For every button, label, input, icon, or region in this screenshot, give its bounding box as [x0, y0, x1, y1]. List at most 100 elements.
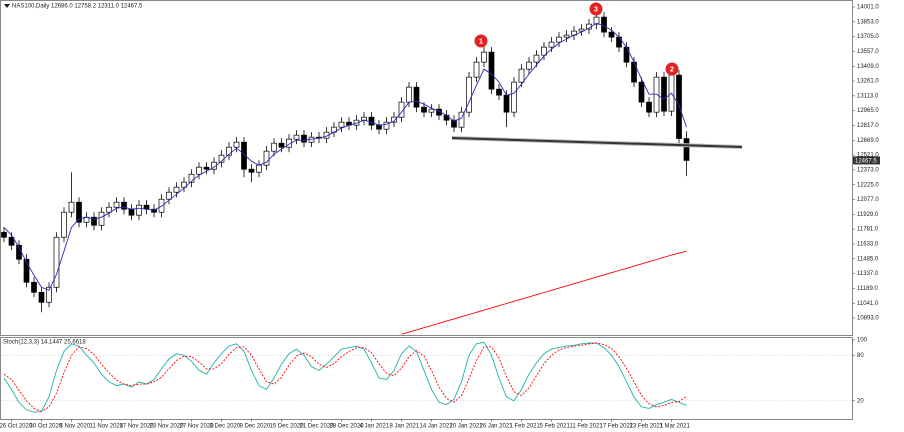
x-tick-label: 14 Jan 2021	[420, 424, 454, 430]
x-tick-label: 26 Oct 2020	[0, 424, 33, 430]
y-tick-label: 12077.0	[857, 197, 879, 203]
candle-body	[608, 31, 615, 38]
candle-body	[406, 86, 412, 103]
x-tick-label: 5 Nov 2020	[60, 424, 91, 430]
y-tick-label: 11633.0	[857, 242, 879, 248]
candle-body	[46, 286, 52, 303]
candle-body	[98, 211, 105, 226]
candle-body	[383, 121, 390, 130]
x-tick-label: 4 Jan 2021	[360, 424, 390, 430]
y-tick-label: 12965.0	[857, 108, 879, 114]
candle-body	[503, 94, 510, 113]
last-price-box	[853, 156, 880, 165]
candle-body	[203, 166, 210, 170]
candle-body	[68, 201, 75, 213]
candle-body	[661, 76, 667, 112]
candle-body	[76, 201, 82, 223]
candle-body	[106, 206, 112, 213]
x-tick-label: 1 Feb 2021	[510, 424, 541, 430]
x-tick-label: 15 Dec 2020	[270, 424, 305, 430]
candle-body	[113, 201, 120, 208]
candle-body	[301, 134, 307, 143]
x-tick-label: 28 Dec 2020	[330, 424, 365, 430]
x-tick-label: 26 Jan 2021	[480, 424, 514, 430]
candle-body	[263, 150, 270, 166]
series-line	[3, 22, 687, 291]
series-line	[401, 250, 687, 335]
candle-body	[31, 281, 37, 293]
plot-layer: 10893.0 11041.0 11189.0 11337.0 11485.0 11633…	[0, 5, 880, 430]
annotation-marker	[474, 34, 488, 48]
y-tick-label: 12817.0	[857, 123, 879, 129]
price-pane	[0, 0, 853, 336]
annotation-marker	[665, 62, 679, 76]
x-tick-label: 20 Jan 2021	[450, 424, 484, 430]
y-tick-label: 14001.0	[857, 5, 879, 11]
candle-body	[601, 16, 607, 33]
candle-body	[443, 114, 450, 121]
x-tick-label: 5 Feb 2021	[540, 424, 571, 430]
annotation-label: 3	[594, 6, 598, 13]
candle-body	[181, 181, 187, 188]
candle-body	[646, 101, 652, 113]
y-tick-label: 13261.0	[857, 79, 879, 85]
stoch-pane	[0, 337, 853, 420]
candle-body	[413, 86, 420, 108]
y-tick-label: 11929.0	[857, 212, 879, 218]
candle-body	[511, 81, 517, 113]
y-tick-label: 13557.0	[857, 49, 879, 55]
x-tick-label: 23 Nov 2020	[150, 424, 185, 430]
candle-body	[466, 76, 472, 113]
annotations: 1 2 3	[474, 2, 679, 76]
candle-body	[361, 116, 367, 121]
candle-body	[188, 173, 195, 183]
candle-body	[481, 51, 487, 63]
candle-body	[196, 166, 202, 175]
candle-body	[488, 51, 495, 90]
candle-body	[91, 216, 97, 226]
candle-body	[248, 168, 255, 173]
candle-body	[8, 236, 15, 246]
candle-body	[136, 204, 142, 216]
y-tick-label: 12225.0	[857, 182, 879, 188]
candle-body	[518, 68, 525, 83]
x-tick-label: 23 Feb 2021	[630, 424, 664, 430]
last-price-label: 12467.5	[855, 158, 877, 164]
candle-body	[293, 134, 300, 140]
y-tick-label: 10893.0	[857, 316, 879, 322]
candle-body	[241, 141, 247, 170]
candle-body	[623, 46, 630, 63]
series-line	[3, 342, 687, 412]
candle-body	[526, 61, 532, 70]
candle-body	[61, 211, 67, 238]
y-tick-label: 12373.0	[857, 167, 879, 173]
series-line	[3, 341, 687, 413]
candle-body	[563, 34, 570, 38]
candle-body	[121, 201, 127, 210]
candle-body	[368, 116, 375, 126]
candle-body	[376, 124, 382, 130]
candle-body	[271, 142, 277, 152]
candle-body	[428, 108, 435, 113]
y-tick-label: 80	[857, 353, 864, 359]
candle-body	[1, 231, 7, 238]
x-tick-label: 11 Feb 2021	[570, 424, 604, 430]
candle-body	[338, 121, 345, 128]
x-tick-label: 21 Dec 2020	[300, 424, 335, 430]
x-tick-label: 27 Nov 2020	[180, 424, 215, 430]
candle-body	[38, 291, 45, 303]
candle-body	[593, 16, 600, 25]
candle-body	[391, 116, 397, 123]
candle-body	[256, 164, 262, 173]
candle-body	[128, 208, 135, 216]
y-tick-label: 11781.0	[857, 227, 879, 233]
x-tick-label: 1 Mar 2021	[660, 424, 691, 430]
annotation-label: 1	[479, 38, 483, 45]
annotation-label: 2	[670, 66, 674, 73]
y-tick-label: 11337.0	[857, 271, 879, 277]
neckline[interactable]	[451, 137, 743, 148]
y-tick-label: 100	[857, 338, 868, 344]
candle-body	[226, 146, 232, 156]
menu-arrow[interactable]	[4, 4, 10, 8]
y-tick-label: 12669.0	[857, 138, 879, 144]
